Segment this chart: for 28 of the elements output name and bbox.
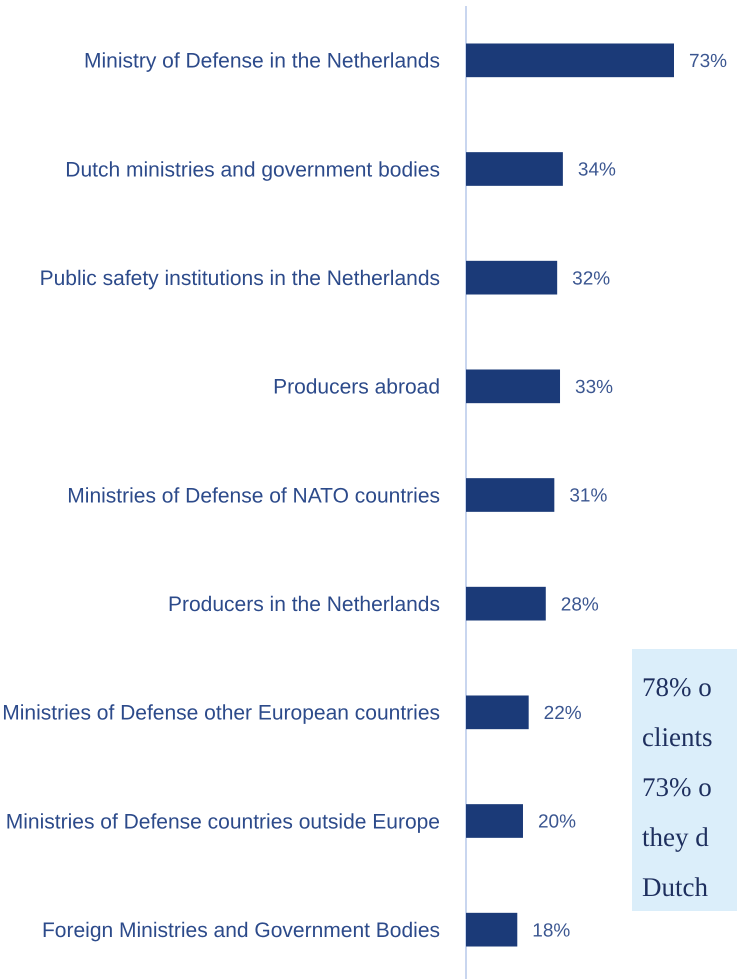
- data-label: 28%: [560, 594, 599, 616]
- y-tick-label: Ministries of Defense other European countries: [2, 702, 440, 725]
- bar: [466, 260, 558, 295]
- data-label: 73%: [689, 50, 728, 72]
- bar: [466, 369, 560, 404]
- y-tick-label: Foreign Ministries and Government Bodies: [42, 919, 440, 942]
- annotation: 78% o clients 73% o they d Dutch: [642, 672, 712, 902]
- bar: [466, 804, 523, 838]
- y-tick-label: Ministry of Defense in the Netherlands: [84, 50, 440, 73]
- y-tick-label: Ministries of Defense countries outside Europe: [6, 810, 440, 834]
- data-label: 34%: [578, 160, 616, 181]
- data-label: 33%: [575, 376, 614, 398]
- bar: [466, 43, 674, 78]
- y-tick-label: Ministries of Defense of NATO countries: [67, 484, 440, 508]
- y-tick-label: Public safety institutions in the Netherlands: [40, 267, 440, 290]
- data-label: 18%: [532, 920, 570, 942]
- data-label: 31%: [569, 486, 608, 507]
- y-tick-label: Producers abroad: [273, 376, 440, 399]
- data-label: 22%: [544, 702, 582, 724]
- bar: [466, 152, 563, 186]
- bar: [466, 695, 529, 730]
- data-label: 20%: [538, 812, 576, 833]
- bar: [466, 586, 546, 621]
- y-tick-label: Dutch ministries and government bodies: [65, 158, 440, 182]
- data-label: 32%: [572, 268, 610, 290]
- bar: [466, 912, 518, 947]
- bar: [466, 478, 554, 512]
- y-tick-label: Producers in the Netherlands: [168, 593, 440, 616]
